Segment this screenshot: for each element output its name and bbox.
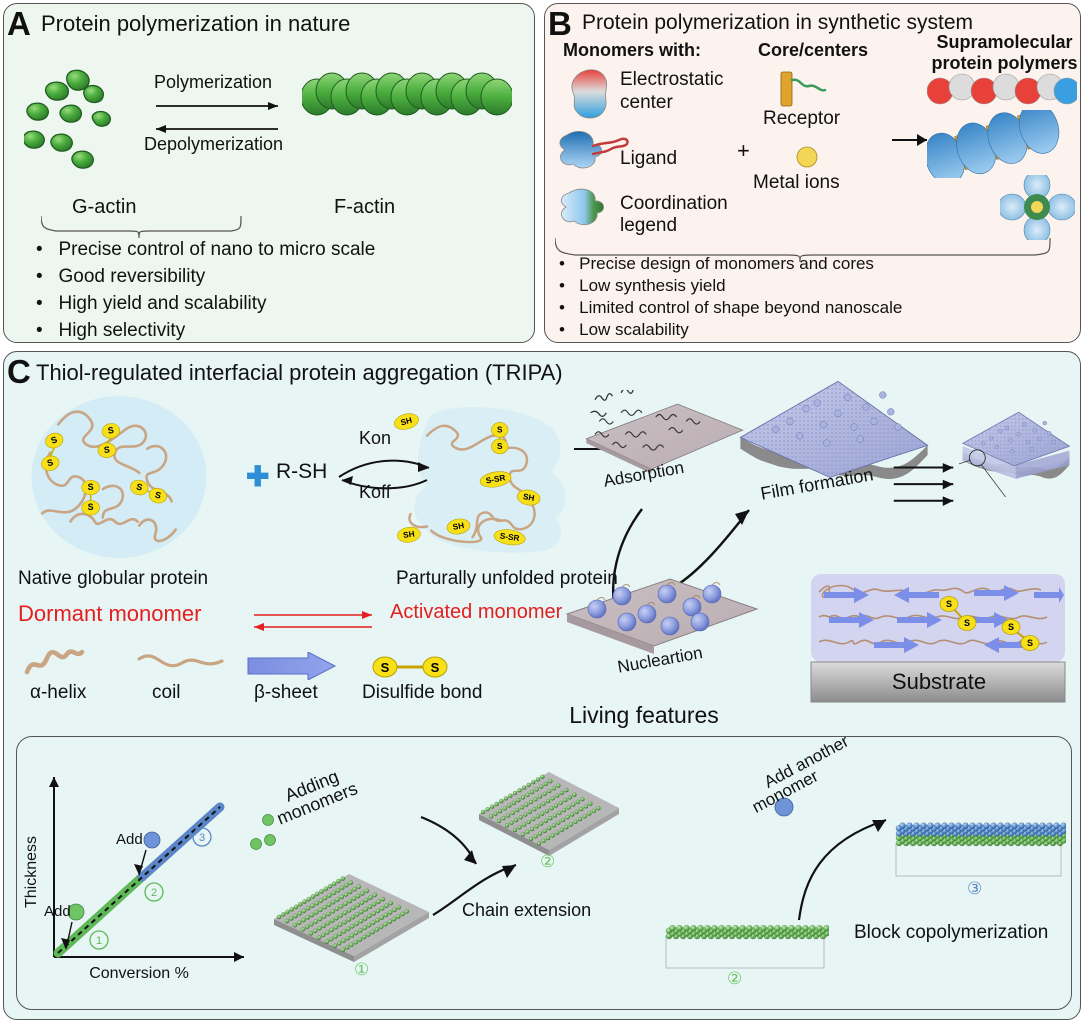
svg-text:2: 2 (151, 887, 157, 899)
svg-text:S: S (964, 618, 970, 628)
svg-text:S: S (1027, 638, 1033, 648)
svg-text:3: 3 (199, 832, 205, 844)
svg-text:S: S (381, 660, 390, 675)
svg-text:Conversion %: Conversion % (89, 965, 189, 982)
svg-text:S: S (497, 425, 503, 434)
svg-text:1: 1 (96, 935, 102, 947)
svg-text:Thickness: Thickness (24, 836, 40, 908)
svg-text:S: S (431, 660, 440, 675)
svg-text:Add: Add (44, 903, 71, 920)
svg-text:Substrate: Substrate (892, 669, 986, 694)
svg-text:S: S (88, 502, 94, 512)
svg-text:SH: SH (403, 529, 416, 540)
svg-text:S: S (946, 599, 952, 609)
svg-text:S: S (1008, 622, 1014, 632)
svg-text:S: S (497, 442, 503, 451)
svg-text:Add: Add (116, 831, 143, 848)
svg-text:S: S (103, 444, 110, 454)
svg-text:S: S (88, 482, 94, 492)
